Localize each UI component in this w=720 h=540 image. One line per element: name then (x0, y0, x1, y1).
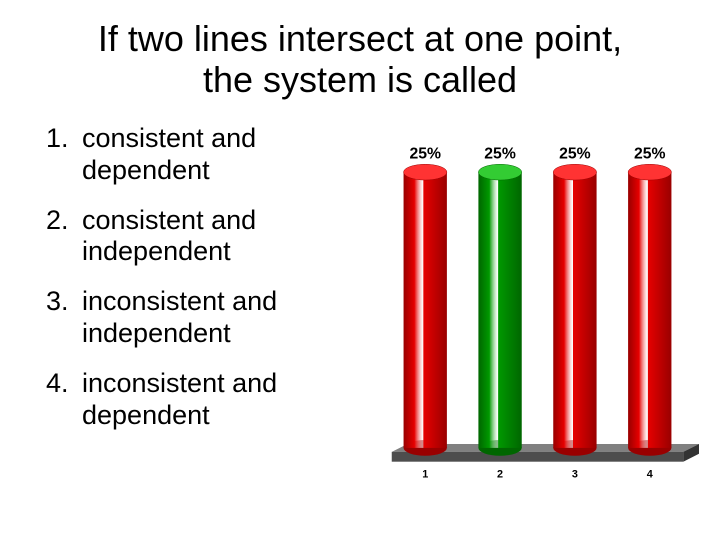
options-list: consistent and dependent consistent and … (40, 123, 375, 432)
chart-area: 25% 1 25% 2 25% 3 25% 4 (375, 117, 700, 497)
question-title: If two lines intersect at one point, the… (0, 0, 720, 109)
svg-text:25%: 25% (409, 145, 441, 162)
svg-text:4: 4 (647, 468, 653, 480)
svg-text:25%: 25% (559, 145, 591, 162)
title-line-1: If two lines intersect at one point, (98, 18, 622, 59)
title-line-2: the system is called (203, 59, 517, 100)
option-4[interactable]: inconsistent and dependent (76, 368, 375, 432)
answer-options: consistent and dependent consistent and … (20, 117, 375, 497)
bar-chart: 25% 1 25% 2 25% 3 25% 4 (375, 117, 700, 491)
content-row: consistent and dependent consistent and … (0, 109, 720, 497)
svg-text:1: 1 (422, 468, 428, 480)
svg-text:25%: 25% (484, 145, 516, 162)
option-3[interactable]: inconsistent and independent (76, 286, 375, 350)
svg-text:2: 2 (497, 468, 503, 480)
option-2[interactable]: consistent and independent (76, 205, 375, 269)
option-1[interactable]: consistent and dependent (76, 123, 375, 187)
svg-text:3: 3 (572, 468, 578, 480)
svg-text:25%: 25% (634, 145, 666, 162)
